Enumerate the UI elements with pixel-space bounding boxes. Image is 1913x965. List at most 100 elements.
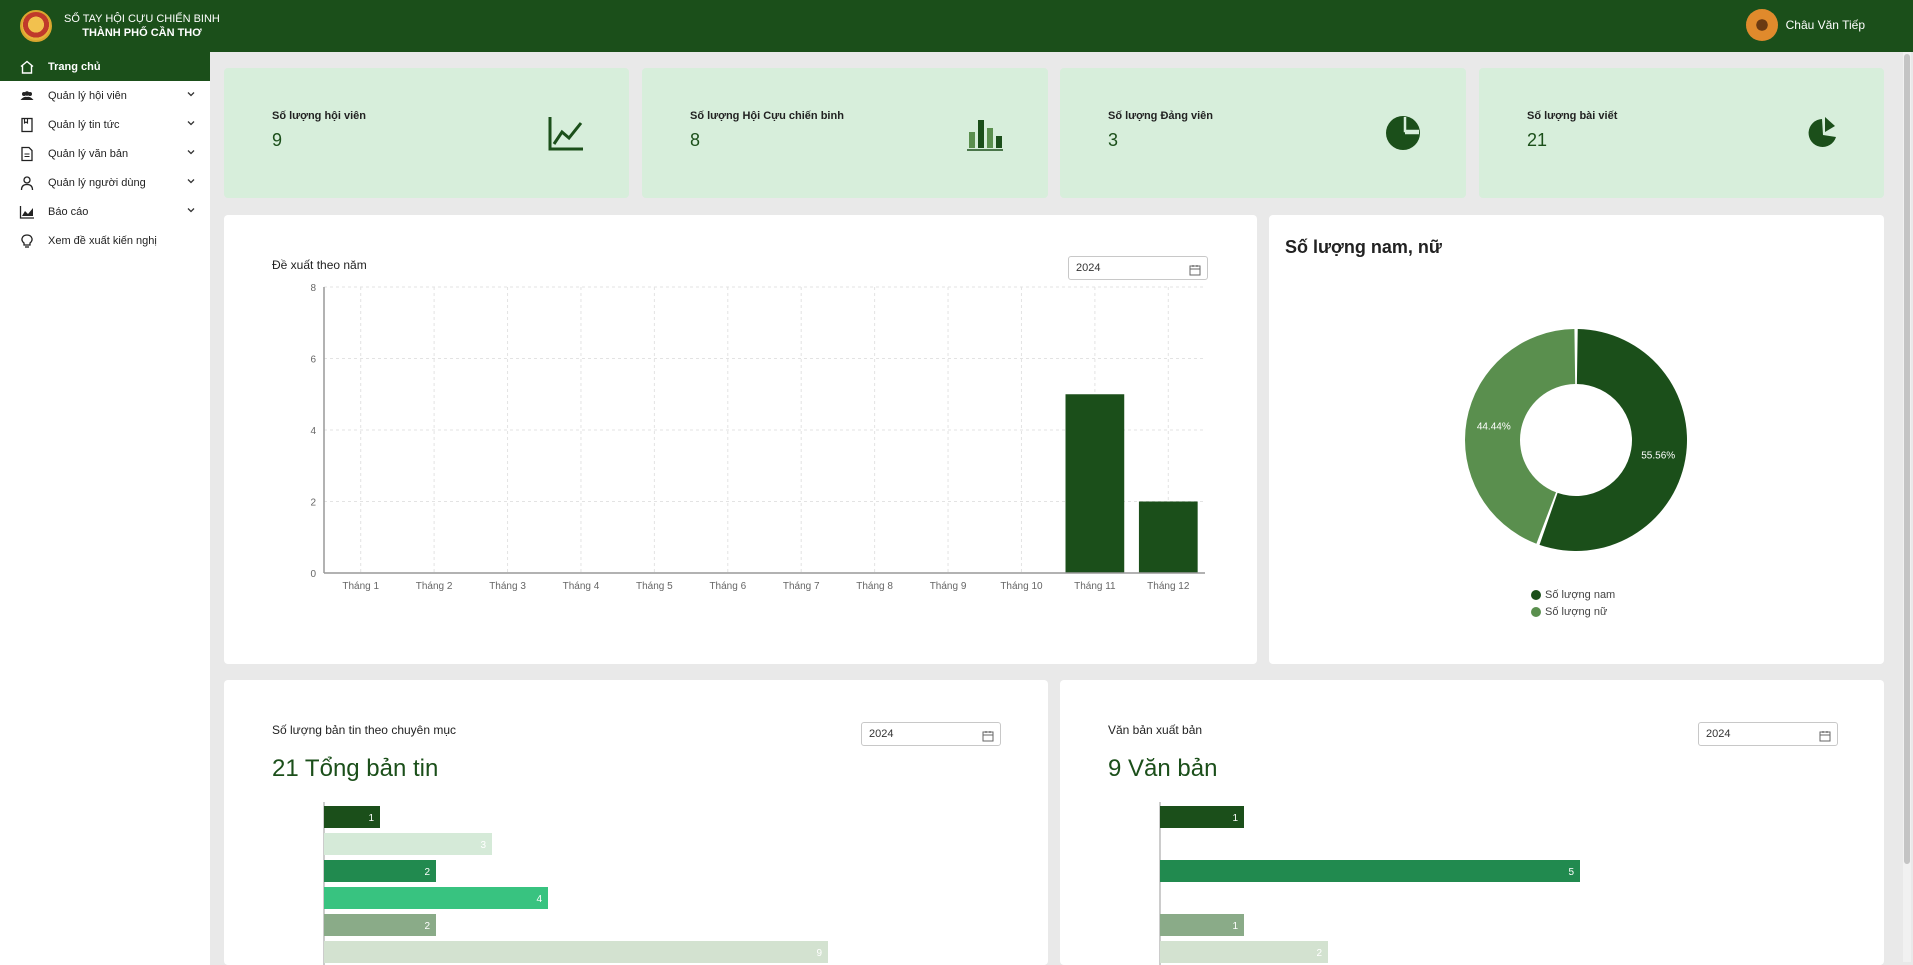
legend-label: Số lượng nữ <box>1545 605 1608 618</box>
bar-value-label: 1 <box>1232 921 1238 932</box>
donut-slice <box>1539 329 1687 551</box>
sidebar-item-label: Báo cáo <box>48 205 89 218</box>
x-tick-label: Tháng 6 <box>709 581 746 592</box>
sidebar-item-members[interactable]: Quản lý hội viên <box>0 81 210 110</box>
news-hbar-chart: 1 3 2 4 2 9 <box>323 802 828 965</box>
year-value: 2024 <box>1076 262 1101 274</box>
stat-card-members: Số lượng hội viên 9 <box>224 68 629 198</box>
docs-title: Văn bản xuất bản <box>1108 723 1203 737</box>
page-scrollbar[interactable] <box>1903 52 1911 962</box>
stat-value: 3 <box>1108 130 1119 150</box>
stat-value: 8 <box>690 130 701 150</box>
year-value: 2024 <box>1706 728 1731 740</box>
bar <box>324 887 548 909</box>
stat-value: 9 <box>272 130 283 150</box>
brand-line-2: THÀNH PHỐ CẦN THƠ <box>82 27 202 39</box>
x-tick-label: Tháng 7 <box>783 581 820 592</box>
legend-label: Số lượng nam <box>1545 588 1616 601</box>
sidebar: Trang chủ Quản lý hội viên Quản lý tin t… <box>0 52 210 965</box>
sidebar-item-label: Trang chủ <box>48 60 101 73</box>
bar <box>324 914 436 936</box>
x-tick-label: Tháng 2 <box>416 581 453 592</box>
proposals-bar-chart: 0 2 4 6 8 Tháng 1 Tháng 2 Tháng 3 Tháng 4 Tháng 5… <box>310 283 1205 592</box>
line-chart-icon <box>547 114 585 157</box>
stat-value: 21 <box>1527 130 1548 150</box>
bar <box>1160 806 1244 828</box>
top-header: SỔ TAY HỘI CỰU CHIẾN BINH THÀNH PHỐ CẦN … <box>0 0 1913 52</box>
members-icon <box>18 87 36 105</box>
chevron-down-icon[interactable] <box>186 118 196 131</box>
x-tick-label: Tháng 1 <box>342 581 379 592</box>
bar <box>1160 860 1580 882</box>
user-menu[interactable]: Châu Văn Tiếp <box>1745 9 1865 41</box>
chevron-down-icon[interactable] <box>186 89 196 102</box>
legend-item-female[interactable]: Số lượng nữ <box>1531 603 1615 620</box>
y-tick-label: 2 <box>310 498 316 509</box>
slice-label: 44.44% <box>1477 421 1511 432</box>
chevron-down-icon[interactable] <box>186 176 196 189</box>
bar <box>1160 914 1244 936</box>
sidebar-item-users[interactable]: Quản lý người dùng <box>0 168 210 197</box>
calendar-icon[interactable] <box>1189 262 1201 284</box>
docs-year-picker[interactable]: 2024 <box>1698 722 1838 746</box>
x-tick-label: Tháng 9 <box>930 581 967 592</box>
gender-donut-chart: 55.56% 44.44% <box>1465 329 1687 551</box>
chevron-down-icon[interactable] <box>186 147 196 160</box>
sidebar-item-home[interactable]: Trang chủ <box>0 52 210 81</box>
stat-label: Số lượng Đảng viên <box>1108 110 1214 122</box>
slice-label: 55.56% <box>1641 451 1675 462</box>
calendar-icon[interactable] <box>1819 728 1831 750</box>
proposals-title: Đề xuất theo năm <box>272 258 367 272</box>
brand-line-1: SỔ TAY HỘI CỰU CHIẾN BINH <box>64 13 220 25</box>
news-panel: Số lượng bản tin theo chuyên mục 2024 21… <box>224 680 1048 965</box>
sidebar-item-documents[interactable]: Quản lý văn bản <box>0 139 210 168</box>
stat-label: Số lượng bài viết <box>1527 110 1618 122</box>
sidebar-item-reports[interactable]: Báo cáo <box>0 197 210 226</box>
proposals-panel: Đề xuất theo năm 2024 0 2 4 6 8 Tháng 1 Tháng … <box>224 215 1257 664</box>
y-tick-label: 8 <box>310 283 316 294</box>
news-icon <box>18 116 36 134</box>
x-tick-label: Tháng 4 <box>563 581 600 592</box>
lightbulb-icon <box>18 232 36 250</box>
donut-slice <box>1465 329 1576 544</box>
bar <box>1138 501 1198 573</box>
chevron-down-icon[interactable] <box>186 205 196 218</box>
brand-title[interactable]: SỔ TAY HỘI CỰU CHIẾN BINH THÀNH PHỐ CẦN … <box>64 12 220 40</box>
stat-card-veterans-associations: Số lượng Hội Cựu chiến binh 8 <box>642 68 1048 198</box>
bar <box>324 833 492 855</box>
emblem-logo[interactable] <box>20 10 52 42</box>
bar <box>324 941 828 963</box>
bar-chart-icon <box>966 114 1004 157</box>
gender-legend: Số lượng nam Số lượng nữ <box>1531 586 1615 620</box>
news-year-picker[interactable]: 2024 <box>861 722 1001 746</box>
user-name[interactable]: Châu Văn Tiếp <box>1785 18 1865 32</box>
bar <box>1160 941 1328 963</box>
gender-panel: Số lượng nam, nữ 55.56% 44.44% Số lượng n… <box>1269 215 1884 664</box>
bar <box>1065 394 1125 573</box>
bar-value-label: 3 <box>480 840 486 851</box>
sidebar-item-news[interactable]: Quản lý tin tức <box>0 110 210 139</box>
y-tick-label: 4 <box>310 426 316 437</box>
stat-label: Số lượng hội viên <box>272 110 367 122</box>
calendar-icon[interactable] <box>982 728 994 750</box>
news-total: 21 Tổng bản tin <box>272 755 439 782</box>
bar <box>324 806 380 828</box>
pie-slice-icon <box>1802 114 1840 157</box>
x-tick-label: Tháng 10 <box>1000 581 1043 592</box>
bar-value-label: 2 <box>424 921 430 932</box>
proposals-year-picker[interactable]: 2024 <box>1068 256 1208 280</box>
x-tick-label: Tháng 11 <box>1074 581 1116 592</box>
gender-title: Số lượng nam, nữ <box>1285 237 1442 257</box>
y-tick-label: 6 <box>310 355 316 366</box>
legend-item-male[interactable]: Số lượng nam <box>1531 586 1615 603</box>
sidebar-item-proposals[interactable]: Xem đề xuất kiến nghị <box>0 226 210 255</box>
news-title: Số lượng bản tin theo chuyên mục <box>272 723 457 737</box>
x-tick-label: Tháng 12 <box>1147 581 1190 592</box>
stat-card-party-members: Số lượng Đảng viên 3 <box>1060 68 1466 198</box>
report-chart-icon <box>18 203 36 221</box>
scrollbar-thumb[interactable] <box>1904 54 1910 864</box>
bar-value-label: 2 <box>424 867 430 878</box>
avatar[interactable] <box>1745 9 1778 41</box>
